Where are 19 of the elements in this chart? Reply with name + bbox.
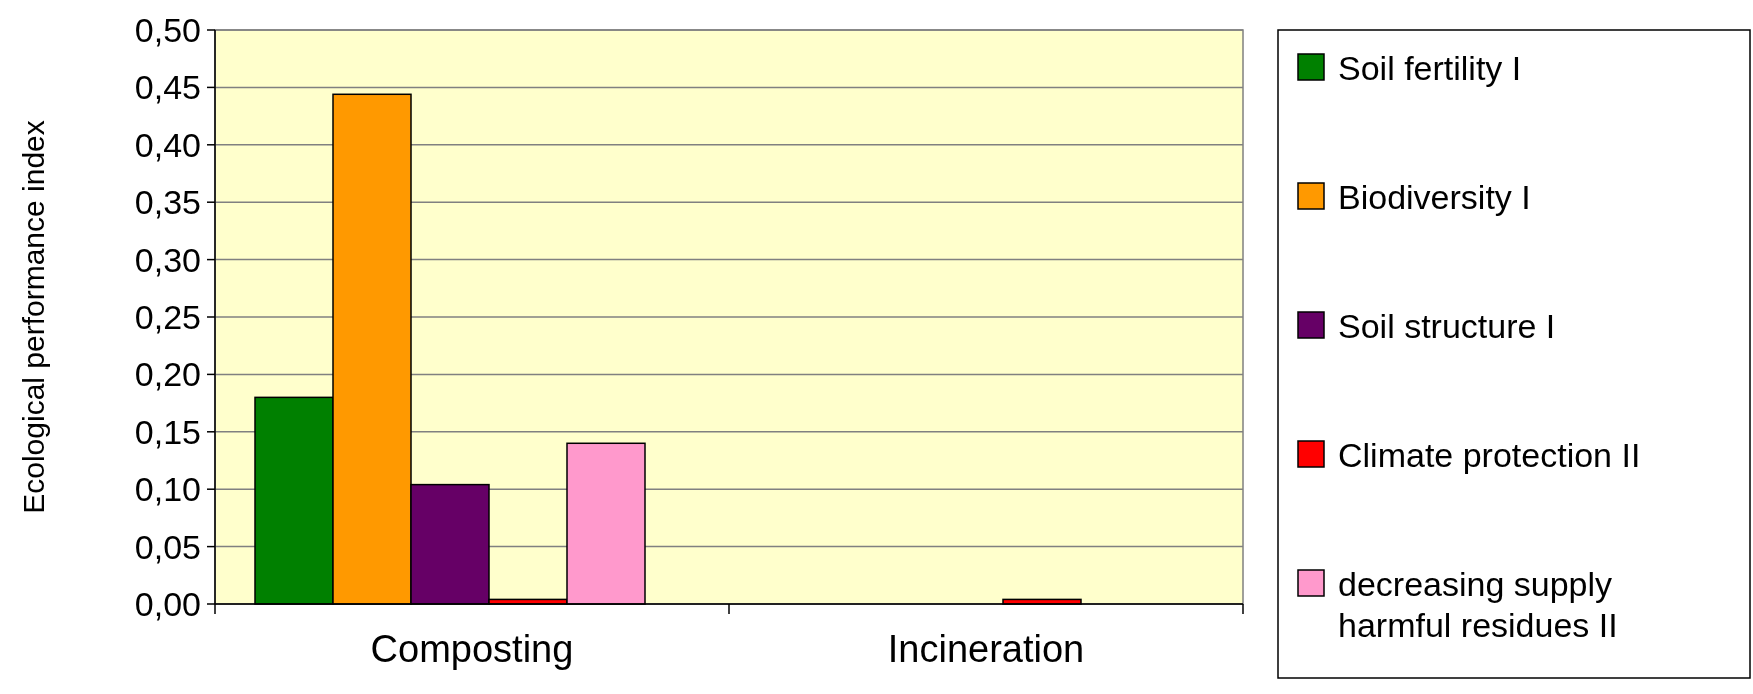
y-tick-label: 0,00 [134, 584, 201, 623]
y-tick-label: 0,25 [134, 297, 201, 336]
y-tick-label: 0,40 [134, 125, 201, 164]
y-tick-label: 0,35 [134, 183, 201, 222]
y-tick-label: 0,20 [134, 355, 201, 394]
legend-label: Soil fertility I [1338, 48, 1522, 87]
legend-label: Soil structure I [1338, 306, 1556, 345]
legend-label: decreasing supply harmful residues II [1338, 564, 1618, 644]
y-tick-label: 0,15 [134, 412, 201, 451]
y-tick-label: 0,05 [134, 527, 201, 566]
x-tick-label: Composting [370, 628, 574, 670]
legend-label: Climate protection II [1338, 435, 1641, 474]
legend-label: Biodiversity I [1338, 177, 1531, 216]
y-axis-title: Ecological performance index [17, 120, 50, 514]
y-tick-label: 0,50 [134, 10, 201, 49]
y-tick-label: 0,10 [134, 470, 201, 509]
x-tick-label: Incineration [887, 628, 1085, 670]
y-tick-label: 0,30 [134, 240, 201, 279]
y-tick-label: 0,45 [134, 68, 201, 107]
